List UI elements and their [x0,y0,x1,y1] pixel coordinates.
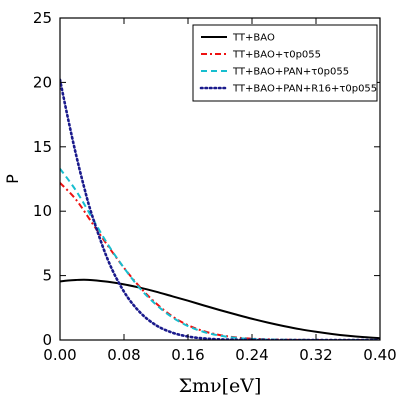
series-line-4 [60,78,380,340]
plot-frame [59,17,381,341]
legend-label-3: TT+BAO+PAN+τ0p055 [232,67,349,78]
x-tick-label: 0.32 [299,346,332,364]
series-line-1 [60,278,380,340]
x-tick-label: 0.16 [171,346,204,364]
x-tick-label: 0.00 [43,346,76,364]
y-tick-label: 5 [42,267,52,285]
x-tick-label: 0.08 [107,346,140,364]
y-tick-label: 15 [33,138,52,156]
y-tick-label: 0 [42,331,52,349]
x-tick-label: 0.24 [235,346,268,364]
legend-label-2: TT+BAO+τ0p055 [232,50,321,61]
y-axis-label: P [3,174,22,184]
legend-label-1: TT+BAO [232,33,275,44]
axis-ticks: 0.00 0.08 0.16 0.24 0.32 0.40 0 5 10 15 20 25 [33,9,397,364]
y-tick-label: 25 [33,9,52,27]
legend-label-4: TT+BAO+PAN+R16+τ0p055 [232,84,377,95]
y-tick-label: 10 [33,202,52,220]
x-tick-label: 0.40 [363,346,396,364]
legend: TT+BAO TT+BAO+τ0p055 TT+BAO+PAN+τ0p055 TT+B… [192,24,378,102]
series-line-3 [60,168,380,340]
x-axis-label: Σmν[eV] [179,375,262,397]
y-tick-label: 20 [33,73,52,91]
plot-content [60,78,380,340]
